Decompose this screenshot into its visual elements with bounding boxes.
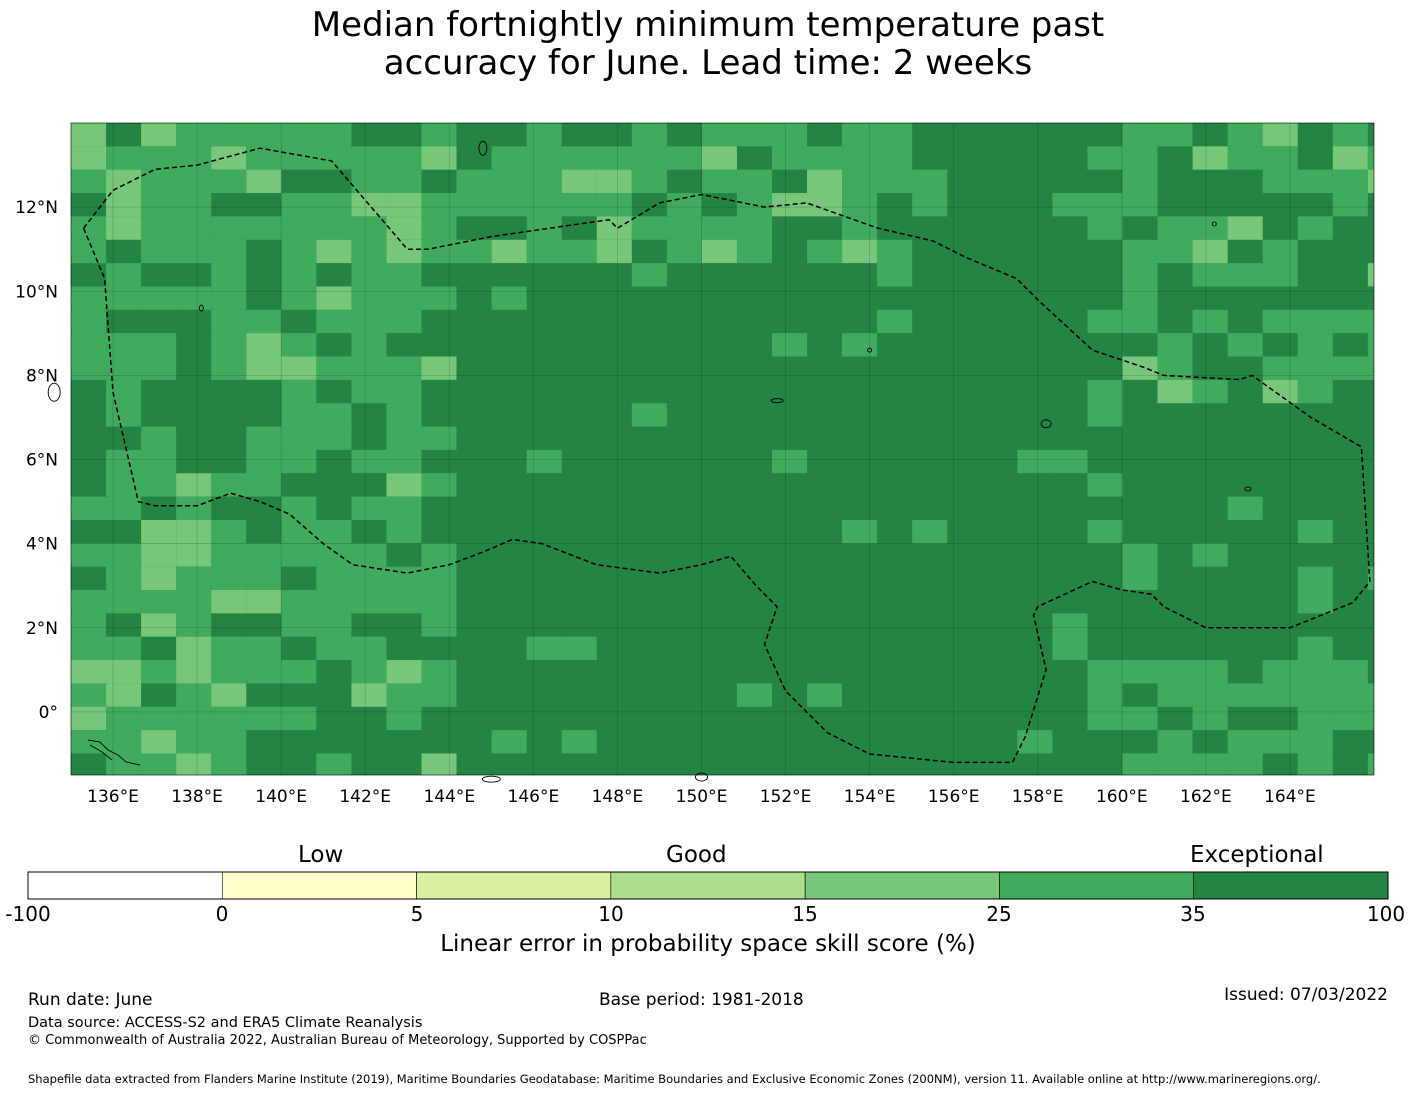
longitude-tick-label: 158°E	[1012, 787, 1064, 807]
colorbar-tick: -100	[5, 902, 51, 926]
latitude-tick-label: 8°N	[26, 366, 58, 386]
copyright: © Commonwealth of Australia 2022, Austra…	[28, 1033, 647, 1048]
colorbar-title: Linear error in probability space skill …	[440, 931, 976, 957]
colorbar	[27, 871, 1389, 900]
longitude-tick-label: 162°E	[1180, 787, 1232, 807]
map-title: Median fortnightly minimum temperature p…	[0, 6, 1416, 82]
latitude-tick-label: 0°	[39, 703, 58, 723]
colorbar-tick: 5	[410, 902, 424, 926]
longitude-tick-label: 138°E	[171, 787, 223, 807]
colorbar-swatch	[804, 871, 1000, 900]
colorbar-low-label: Low	[298, 842, 344, 868]
colorbar-swatch	[221, 871, 417, 900]
longitude-tick-label: 160°E	[1096, 787, 1148, 807]
skill-grid-cells	[71, 123, 1374, 775]
longitude-tick-label: 156°E	[928, 787, 980, 807]
longitude-tick-label: 140°E	[255, 787, 307, 807]
data-source: Data source: ACCESS-S2 and ERA5 Climate …	[28, 1015, 423, 1031]
longitude-tick-label: 142°E	[339, 787, 391, 807]
longitude-tick-label: 146°E	[508, 787, 560, 807]
colorbar-swatch	[999, 871, 1195, 900]
latitude-tick-label: 12°N	[15, 198, 58, 218]
longitude-tick-label: 150°E	[676, 787, 728, 807]
title-line-1: Median fortnightly minimum temperature p…	[311, 5, 1105, 45]
land-islands	[47, 140, 1252, 783]
colorbar-tick: 25	[986, 902, 1012, 926]
colorbar-swatch	[610, 871, 806, 900]
latitude-tick-label: 2°N	[26, 619, 58, 639]
colorbar-tick: 10	[598, 902, 624, 926]
shapefile-credit: Shapefile data extracted from Flanders M…	[28, 1072, 1321, 1086]
map-frame	[70, 122, 1375, 776]
longitude-tick-label: 154°E	[844, 787, 896, 807]
title-line-2: accuracy for June. Lead time: 2 weeks	[383, 43, 1033, 83]
longitude-tick-label: 148°E	[592, 787, 644, 807]
latitude-tick-label: 6°N	[26, 451, 58, 471]
latitude-tick-label: 10°N	[15, 282, 58, 302]
colorbar-swatch	[27, 871, 223, 900]
colorbar-tick: 35	[1180, 902, 1206, 926]
colorbar-good-label: Good	[666, 842, 727, 868]
colorbar-tick: 100	[1366, 902, 1406, 926]
longitude-labels: 136°E 138°E 140°E 142°E 144°E 146°E 148°E 150°E…	[87, 787, 1316, 807]
eez-boundary-dashed	[82, 147, 1371, 764]
colorbar-tick: 15	[792, 902, 818, 926]
colorbar-exceptional-label: Exceptional	[1190, 842, 1324, 868]
map-gridlines	[71, 123, 1374, 775]
latitude-labels: 12°N 10°N 8°N 6°N 4°N 2°N 0°	[15, 198, 58, 723]
longitude-tick-label: 152°E	[760, 787, 812, 807]
colorbar-swatch	[1193, 871, 1389, 900]
longitude-tick-label: 164°E	[1264, 787, 1316, 807]
run-date: Run date: June	[28, 990, 153, 1010]
colorbar-swatch	[416, 871, 612, 900]
issued-date: Issued: 07/03/2022	[1224, 985, 1388, 1005]
longitude-tick-label: 136°E	[87, 787, 139, 807]
latitude-tick-label: 4°N	[26, 535, 58, 555]
longitude-tick-label: 144°E	[423, 787, 475, 807]
base-period: Base period: 1981-2018	[599, 990, 804, 1010]
colorbar-tick: 0	[215, 902, 229, 926]
